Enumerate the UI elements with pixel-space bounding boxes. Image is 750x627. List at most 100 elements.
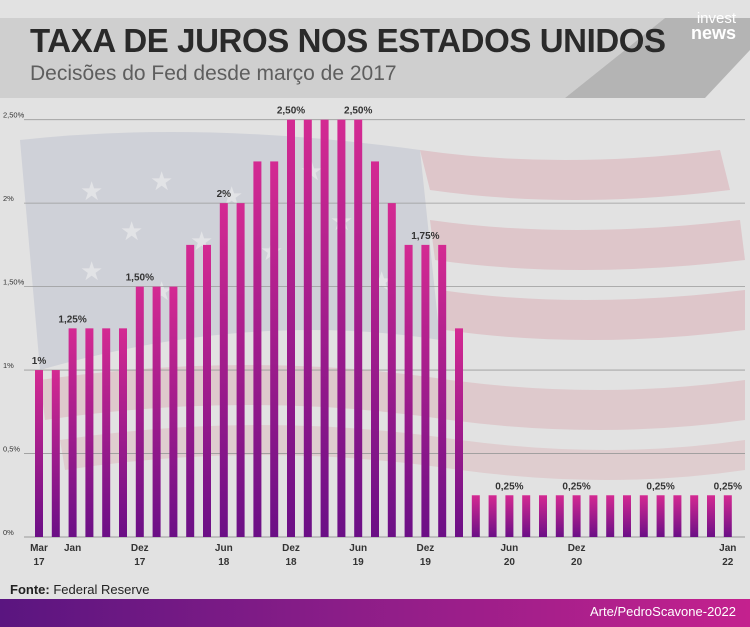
x-tick-label: Jan [719, 543, 736, 554]
bar [270, 161, 279, 537]
x-tick-label-year: 17 [33, 557, 45, 568]
x-tick-label: Dez [282, 543, 300, 554]
bar [186, 244, 195, 537]
y-axis-ticks: 0% 0,5% 1% 1,50% 2% 2,50% [3, 111, 25, 537]
data-label: 1,25% [58, 314, 86, 325]
svg-text:★: ★ [80, 257, 103, 287]
data-label: 2,50% [277, 106, 305, 117]
x-tick-label: Dez [568, 543, 586, 554]
chart-title: TAXA DE JUROS NOS ESTADOS UNIDOS [30, 22, 666, 59]
bar [354, 119, 363, 537]
bar [488, 495, 497, 537]
bar [387, 203, 396, 537]
x-tick-label-year: 20 [571, 557, 583, 568]
bar [606, 495, 615, 537]
data-label: 1,50% [126, 273, 154, 284]
x-tick-label: Jun [349, 543, 367, 554]
source-label: Fonte: [10, 582, 50, 597]
source-value: Federal Reserve [53, 582, 150, 597]
bar [169, 286, 178, 537]
bar [152, 286, 161, 537]
data-label: 0,25% [562, 481, 590, 492]
bar [707, 495, 715, 537]
bar [236, 203, 245, 537]
data-label: 1,75% [411, 231, 439, 242]
header-banner [0, 18, 750, 98]
bar [287, 119, 295, 537]
logo-text-invest: invest [696, 10, 736, 27]
bar [555, 495, 564, 537]
bar [623, 495, 631, 537]
bar [203, 244, 211, 537]
bar [102, 328, 111, 537]
y-tick-label: 2% [3, 194, 14, 203]
x-tick-label-year: 18 [285, 557, 297, 568]
bar [219, 203, 228, 537]
data-labels: 1% 1,25% 1,50% 2% 2,50% 2,50% 1,75% 0,25% 0,25% 0… [32, 106, 742, 493]
data-label: 2% [217, 189, 232, 200]
bar [337, 119, 346, 537]
credit-text: Arte/PedroScavone-2022 [590, 604, 736, 619]
svg-text:★: ★ [150, 167, 173, 197]
x-tick-label-year: 20 [504, 557, 516, 568]
bar [639, 495, 648, 537]
data-label: 0,25% [714, 481, 742, 492]
x-tick-label-year: 19 [420, 557, 432, 568]
bar [723, 495, 732, 537]
x-tick-label: Mar [30, 543, 48, 554]
y-tick-label: 0,5% [3, 445, 20, 454]
svg-text:★: ★ [120, 217, 143, 247]
x-axis-labels: Mar 17 Jan Dez 17 Jun 18 Dez 18 Jun 19 Dez 19 Jun 20 De… [30, 543, 736, 568]
bar [253, 161, 262, 537]
bars [35, 119, 732, 537]
flag-background: ★ ★ ★ ★ ★ ★ ★ ★ ★ ★ ★ [20, 132, 745, 480]
bar [589, 495, 598, 537]
x-tick-label: Jun [501, 543, 519, 554]
x-tick-label-year: 18 [218, 557, 230, 568]
y-tick-label: 0% [3, 528, 14, 537]
x-tick-label: Dez [417, 543, 435, 554]
y-tick-label: 2,50% [3, 111, 25, 120]
gridlines [24, 119, 745, 538]
svg-text:★: ★ [80, 177, 103, 207]
x-tick-label-year: 19 [353, 557, 365, 568]
x-tick-label: Jan [64, 543, 81, 554]
investnews-logo: invest news [670, 10, 736, 43]
bar [35, 370, 43, 537]
bar [690, 495, 699, 537]
footer-bar: Arte/PedroScavone-2022 [0, 599, 750, 627]
bar [539, 495, 547, 537]
bar [51, 370, 60, 537]
bar [119, 328, 127, 537]
bar [505, 495, 514, 537]
bar [673, 495, 682, 537]
y-tick-label: 1,50% [3, 278, 25, 287]
bar [455, 328, 463, 537]
bar [572, 495, 581, 537]
x-tick-label-year: 22 [722, 557, 734, 568]
logo-text-news: news [690, 23, 736, 43]
bar [85, 328, 94, 537]
x-tick-label-year: 17 [134, 557, 146, 568]
data-label: 0,25% [495, 481, 523, 492]
bar [471, 495, 480, 537]
data-label: 2,50% [344, 106, 372, 117]
data-label: 1% [32, 356, 47, 367]
bar [421, 244, 430, 537]
chart-subtitle: Decisões do Fed desde março de 2017 [30, 62, 397, 85]
y-tick-label: 1% [3, 361, 14, 370]
bar [68, 328, 77, 537]
bar [522, 495, 531, 537]
bar [303, 119, 312, 537]
bar [438, 244, 447, 537]
x-tick-label: Dez [131, 543, 149, 554]
source-note: Fonte: Federal Reserve [10, 582, 149, 597]
data-label: 0,25% [646, 481, 674, 492]
bar [656, 495, 665, 537]
x-tick-label: Jun [215, 543, 233, 554]
bar [404, 244, 413, 537]
bar [371, 161, 379, 537]
bar [135, 286, 144, 537]
bar [320, 119, 329, 537]
